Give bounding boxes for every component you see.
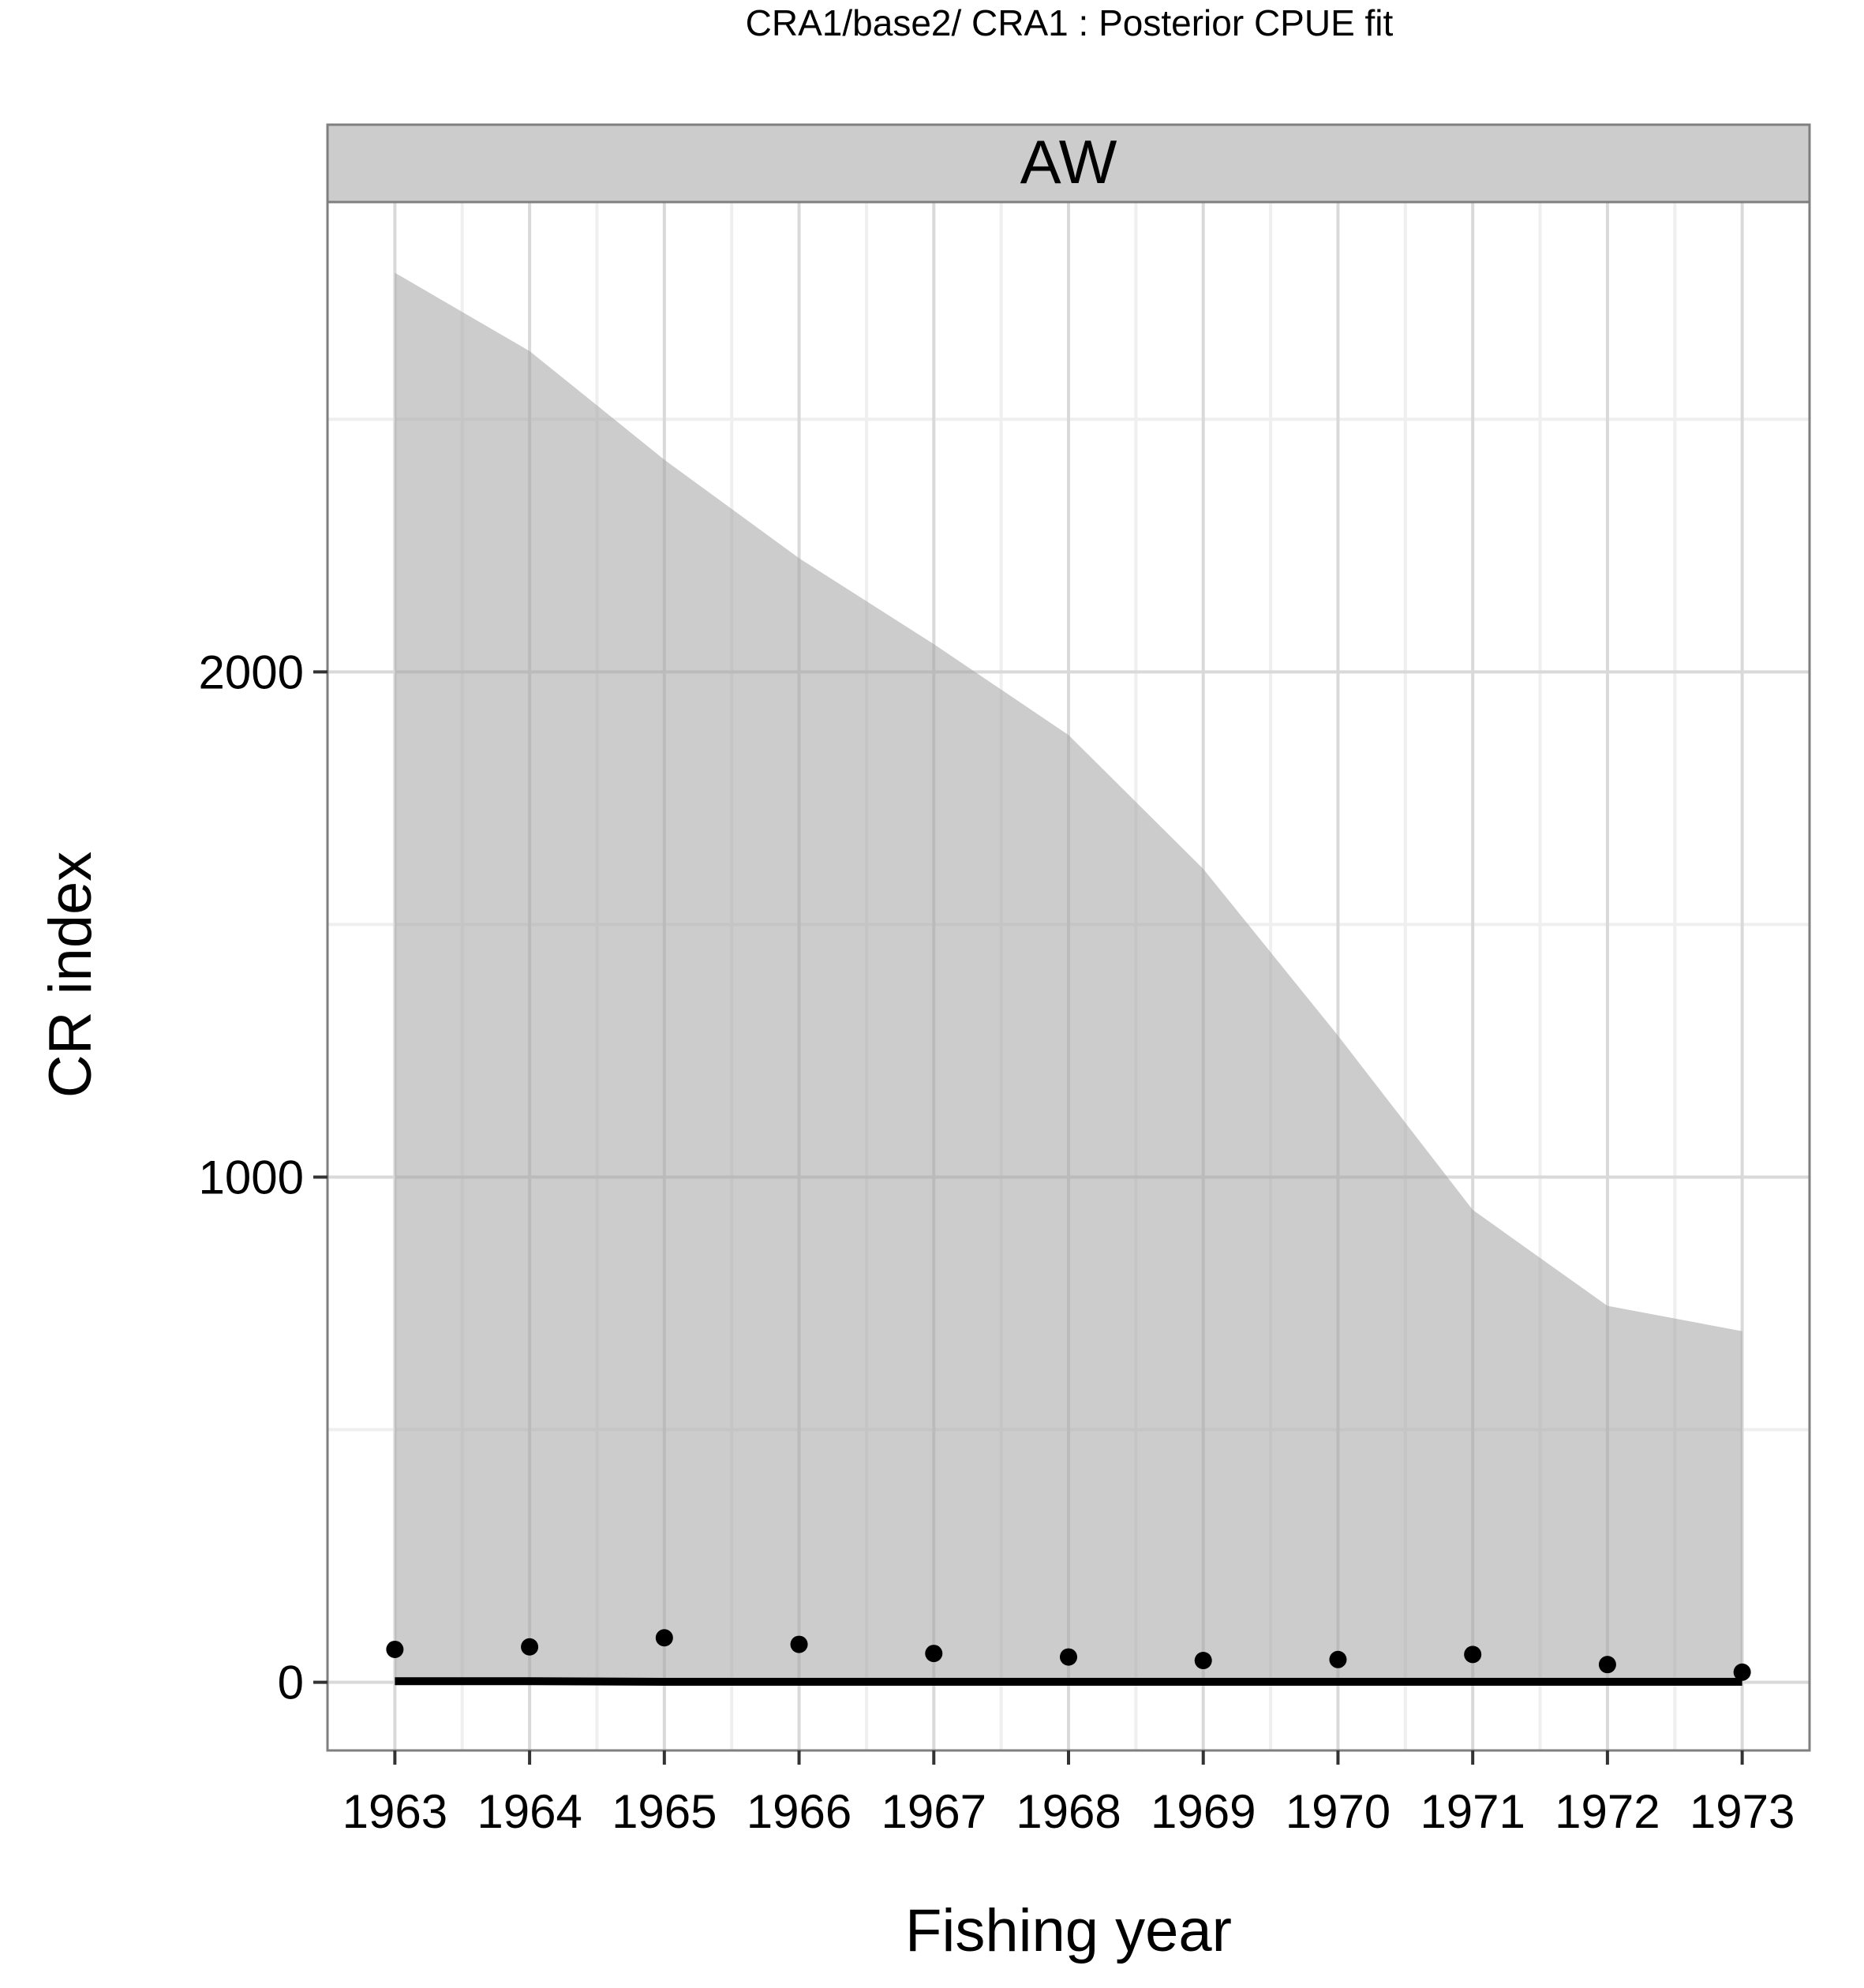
fit-line-layer xyxy=(395,1677,1742,1686)
data-point xyxy=(1060,1648,1077,1666)
x-tick-label: 1972 xyxy=(1555,1785,1660,1838)
data-point xyxy=(1329,1650,1347,1668)
y-tick-label: 2000 xyxy=(199,646,304,698)
data-point xyxy=(521,1638,539,1656)
x-tick-label: 1964 xyxy=(477,1785,582,1838)
data-point xyxy=(655,1629,673,1647)
ribbon-layer xyxy=(395,272,1742,1683)
y-axis-title: CR index xyxy=(37,852,104,1099)
x-tick-label: 1973 xyxy=(1690,1785,1795,1838)
x-tick-label: 1967 xyxy=(881,1785,986,1838)
x-tick-label: 1965 xyxy=(612,1785,717,1838)
x-tick-label: 1963 xyxy=(342,1785,447,1838)
x-tick-label: 1969 xyxy=(1151,1785,1256,1838)
y-axis: 0 1000 2000 xyxy=(199,646,328,1709)
x-tick-label: 1971 xyxy=(1420,1785,1525,1838)
facet-strip-background xyxy=(326,123,1811,204)
observed-points-layer xyxy=(386,1629,1751,1681)
facet-strip-label: AW xyxy=(1020,127,1117,197)
chart-title: CRA1/base2/ CRA1 : Posterior CPUE fit xyxy=(746,2,1394,43)
x-tick-label: 1966 xyxy=(747,1785,852,1838)
data-point xyxy=(1598,1656,1616,1674)
ribbon-area xyxy=(395,272,1742,1683)
x-axis-title: Fishing year xyxy=(905,1897,1232,1964)
x-tick-label: 1968 xyxy=(1016,1785,1121,1838)
data-point xyxy=(1733,1663,1751,1681)
data-point xyxy=(925,1645,943,1663)
x-axis: 1963 1964 1965 1966 1967 1968 1969 1970 1971 1972… xyxy=(342,1750,1795,1838)
facet-strip: AW xyxy=(326,123,1811,204)
data-point xyxy=(1194,1652,1212,1670)
y-tick-label: 1000 xyxy=(199,1151,304,1204)
y-tick-label: 0 xyxy=(278,1657,304,1709)
fit-line xyxy=(395,1677,1742,1686)
data-point xyxy=(790,1635,808,1653)
data-point xyxy=(1464,1645,1482,1664)
x-tick-label: 1970 xyxy=(1286,1785,1391,1838)
data-point xyxy=(386,1640,404,1658)
